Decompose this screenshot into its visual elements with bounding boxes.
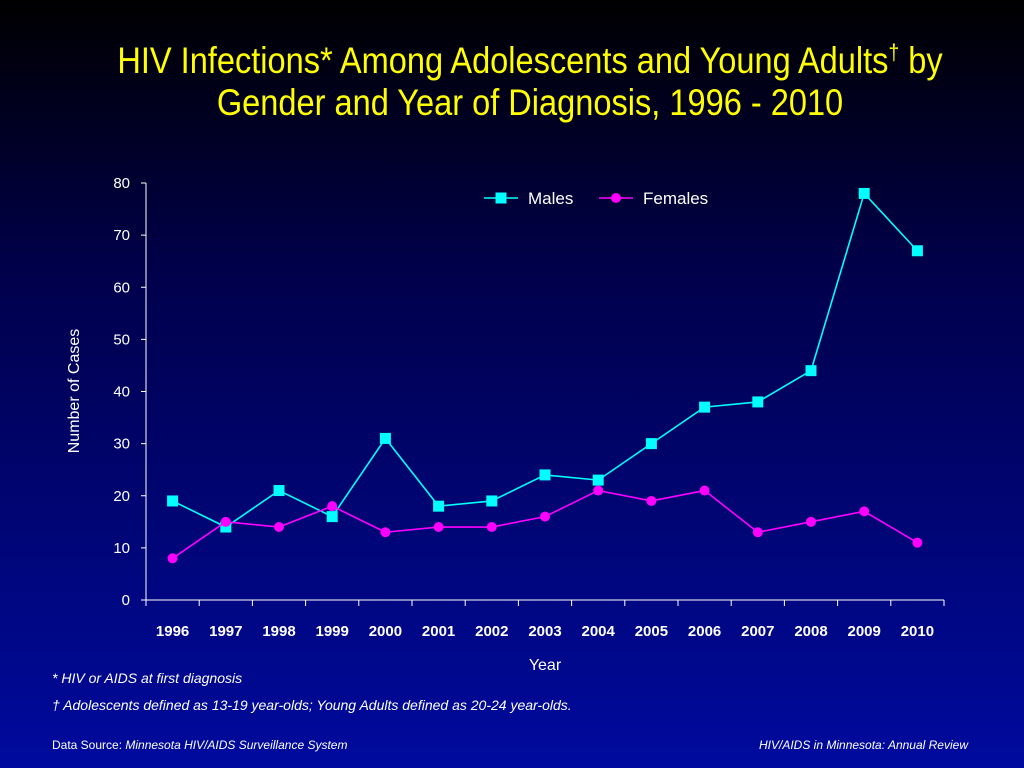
x-tick-label: 1997 <box>209 623 242 640</box>
x-tick-label: 2008 <box>794 623 827 640</box>
data-point-females <box>699 485 710 496</box>
footnote-dagger-mark: † <box>52 697 60 713</box>
x-tick-label: 2002 <box>475 623 508 640</box>
data-source-value: Minnesota HIV/AIDS Surveillance System <box>125 738 348 752</box>
data-point-males <box>486 495 498 507</box>
footnote-dagger: † Adolescents defined as 13-19 year-olds… <box>52 697 572 713</box>
data-point-males <box>592 474 604 486</box>
footnote-star-text: HIV or AIDS at first diagnosis <box>61 670 243 686</box>
y-tick-label: 80 <box>113 175 130 192</box>
x-tick-label: 2009 <box>848 623 881 640</box>
data-point-males <box>167 495 179 507</box>
data-point-males <box>805 365 817 377</box>
data-point-females <box>274 522 284 533</box>
x-tick-label: 2010 <box>901 623 934 640</box>
x-tick-label: 2007 <box>741 623 774 640</box>
y-tick-label: 40 <box>113 384 130 401</box>
data-point-males <box>326 511 338 523</box>
data-point-females <box>540 511 550 522</box>
data-point-females <box>912 537 923 548</box>
y-tick-label: 60 <box>113 279 130 296</box>
x-tick-label: 1999 <box>316 623 349 640</box>
data-point-females <box>806 516 816 527</box>
y-tick-label: 20 <box>113 488 130 505</box>
data-point-males <box>699 401 711 413</box>
title-dagger: † <box>888 39 900 65</box>
data-point-males <box>539 469 551 481</box>
data-point-females <box>380 527 391 538</box>
data-point-males <box>379 432 391 444</box>
data-point-females <box>167 553 178 564</box>
data-point-females <box>327 501 338 512</box>
data-point-females <box>859 506 870 517</box>
data-point-females <box>486 522 497 533</box>
data-point-males <box>858 187 870 199</box>
title-line-1: HIV Infections* Among Adolescents and Yo… <box>99 40 961 82</box>
title-main: HIV Infections* Among Adolescents and Yo… <box>117 40 889 81</box>
footnote-star: * HIV or AIDS at first diagnosis <box>52 670 242 686</box>
footnote-dagger-text: Adolescents defined as 13-19 year-olds; … <box>63 697 572 713</box>
chart-title: HIV Infections* Among Adolescents and Yo… <box>99 40 961 124</box>
data-point-females <box>433 522 444 533</box>
data-point-males <box>911 245 923 257</box>
series-line-females <box>172 489 918 559</box>
data-point-males <box>645 438 657 450</box>
legend-label-females: Females <box>643 189 708 208</box>
report-name: HIV/AIDS in Minnesota: Annual Review <box>759 738 968 752</box>
y-tick-label: 30 <box>113 436 130 453</box>
x-tick-label: 1996 <box>156 623 189 640</box>
data-point-females <box>646 495 657 506</box>
data-point-females <box>593 485 604 496</box>
data-point-males <box>433 500 445 512</box>
x-tick-label: 2000 <box>369 623 402 640</box>
data-point-females <box>752 527 763 538</box>
x-tick-label: 2004 <box>582 623 616 640</box>
y-tick-label: 0 <box>122 592 130 609</box>
legend-marker-males <box>495 192 507 204</box>
data-point-males <box>273 485 285 497</box>
x-tick-label: 2006 <box>688 623 721 640</box>
title-line-2: Gender and Year of Diagnosis, 1996 - 201… <box>216 82 844 123</box>
footnote-star-mark: * <box>52 670 58 686</box>
y-tick-label: 50 <box>113 331 130 348</box>
legend-marker-females <box>611 193 621 203</box>
data-point-males <box>752 396 764 408</box>
legend-label-males: Males <box>528 189 573 208</box>
title-end: by <box>899 40 943 81</box>
y-axis-label: Number of Cases <box>66 329 83 454</box>
y-tick-label: 70 <box>113 227 130 244</box>
data-point-females <box>220 516 231 527</box>
data-source: Data Source: Minnesota HIV/AIDS Surveill… <box>52 738 347 752</box>
y-tick-label: 10 <box>113 540 130 557</box>
x-tick-label: 1998 <box>262 623 295 640</box>
x-tick-label: 2001 <box>422 623 455 640</box>
data-source-label: Data Source: <box>52 738 126 752</box>
x-tick-label: 2003 <box>528 623 561 640</box>
x-tick-label: 2005 <box>635 623 668 640</box>
data-point-males <box>220 521 232 533</box>
x-axis-label: Year <box>529 657 562 674</box>
